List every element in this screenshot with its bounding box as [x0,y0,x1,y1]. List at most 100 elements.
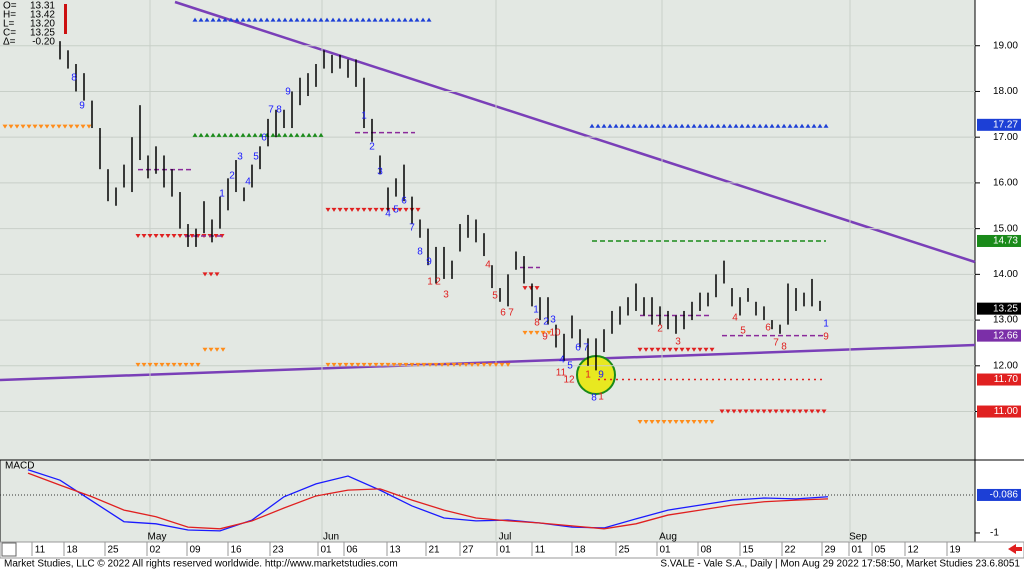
count-label: 5 [393,205,399,216]
month-label: Sep [849,532,867,543]
count-label: 6 [575,343,581,354]
count-label: 9 [426,257,432,268]
count-label: 9 [598,370,604,381]
x-tick-label: 29 [824,545,836,556]
count-label: 2 [657,324,663,335]
month-label: Aug [659,532,677,543]
count-label: 5 [567,361,573,372]
count-label: 1 [585,370,591,381]
y-tick-label: 14.00 [993,269,1018,280]
level-triangles [637,347,715,352]
legend-value: 13.31 [30,1,55,12]
x-tick-label: 06 [346,545,358,556]
price-marker-label: 14.73 [993,236,1018,247]
count-label: 7 [773,338,779,349]
legend-name: Δ= [3,37,16,48]
trend-line [0,343,976,382]
legend-value: -0.20 [32,37,55,48]
x-tick-label: 27 [462,545,474,556]
y-tick-label: 13.00 [993,315,1018,326]
x-tick-label: 16 [230,545,242,556]
x-tick-label: 22 [784,545,796,556]
price-marker [977,118,1021,131]
level-triangles [202,272,220,277]
y-tick-label: 19.00 [993,40,1018,51]
chart-title: S.VALE - Vale S.A., Daily | Mon Aug 29 2… [660,559,1020,570]
x-tick-label: 01 [851,545,863,556]
x-tick-label: 01 [499,545,511,556]
price-marker [977,234,1021,247]
count-label: 4 [559,355,565,366]
x-tick-label: 11 [535,545,546,556]
count-label: 1 [533,305,539,316]
count-label: 4 [245,177,251,188]
price-marker-label: 11.00 [994,406,1019,417]
count-label: 5 [253,152,259,163]
price-marker [977,405,1021,418]
count-label: 8 [534,318,540,329]
count-label: 8 [417,247,423,258]
count-label: 7 [268,105,274,116]
range-bar [64,4,67,34]
scroll-arrow[interactable] [1008,544,1022,554]
y-tick-label: 16.00 [993,178,1018,189]
macd-marker [977,488,1021,501]
count-label: 9 [285,87,291,98]
x-tick-label: 02 [149,545,161,556]
x-tick-label: 01 [320,545,332,556]
x-tick-label: 15 [742,545,754,556]
count-label: 3 [443,290,449,301]
x-tick-label: 05 [874,545,886,556]
count-label: 11 [556,368,567,379]
count-label: 5 [740,326,746,337]
legend-name: H= [3,10,16,21]
x-tick-label: 18 [66,545,78,556]
macd-tick-label: -1 [990,528,999,539]
time-axis [0,541,1024,559]
count-label: 7 [583,343,589,354]
x-tick-label: 01 [659,545,671,556]
x-tick-label: 08 [700,545,712,556]
count-label: 4 [732,313,738,324]
macd-panel [0,459,976,543]
macd-line [27,472,829,530]
legend-value: 13.20 [30,19,55,30]
level-triangles [719,409,827,414]
count-label: 9 [542,332,548,343]
count-label: 3 [550,315,556,326]
count-label: 2 [435,277,441,288]
count-label: 5 [492,291,498,302]
legend-value: 13.42 [30,10,55,21]
count-label: 1 [598,392,604,403]
count-label: 9 [79,101,85,112]
month-label: Jun [323,532,339,543]
count-label: 2 [369,142,375,153]
level-triangles [637,420,715,425]
level-triangles [135,233,225,238]
x-tick-label: 13 [389,545,401,556]
x-tick-label: 19 [949,545,961,556]
level-triangles [2,124,92,129]
macd-line [27,469,829,532]
y-tick-label: 15.00 [993,223,1018,234]
level-triangles [192,132,324,137]
count-label: 7 [409,223,415,234]
price-axis [975,0,1024,542]
x-tick-label: 11 [35,545,46,556]
count-label: 3 [675,337,681,348]
x-tick-label: 25 [618,545,630,556]
count-label: 3 [377,167,383,178]
count-label: 3 [237,152,243,163]
y-tick-label: 17.00 [993,132,1018,143]
level-triangles [325,207,421,212]
price-marker [977,302,1021,315]
x-tick-label: 25 [107,545,119,556]
count-label: 1 [219,189,225,200]
count-label: 2 [543,317,549,328]
x-tick-label: 21 [428,545,440,556]
level-triangles [522,330,552,335]
count-label: 8 [71,73,77,84]
macd-title: MACD [5,461,34,472]
count-label: 8 [781,342,787,353]
